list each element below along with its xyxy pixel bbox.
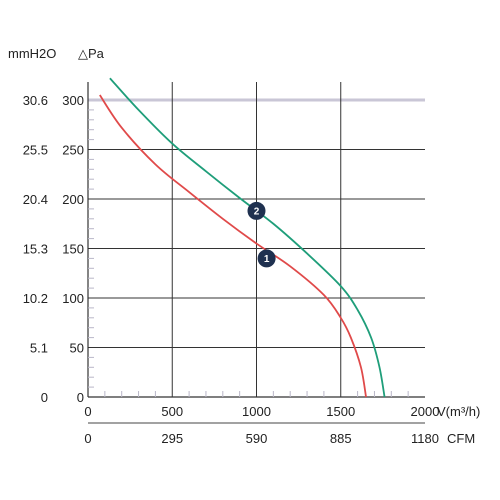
grid bbox=[87, 82, 425, 398]
y-tick-label-mmh2o: 0 bbox=[41, 390, 48, 405]
x-tick-label-cfm: 885 bbox=[330, 431, 352, 446]
x-tick-label-m3h: 1500 bbox=[326, 404, 355, 419]
y-tick-label-mmh2o: 25.5 bbox=[23, 143, 48, 158]
y-tick-label-mmh2o: 10.2 bbox=[23, 291, 48, 306]
x-tick-label-m3h: 2000 bbox=[411, 404, 440, 419]
series-1-marker bbox=[257, 249, 276, 268]
series-2-marker bbox=[247, 201, 266, 220]
series-markers: 12 bbox=[247, 201, 276, 268]
series-group bbox=[99, 77, 386, 398]
y-tick-label-pa: 150 bbox=[62, 242, 84, 257]
y-unit-pa: △Pa bbox=[78, 46, 105, 61]
x-tick-label-cfm: 0 bbox=[84, 431, 91, 446]
y-tick-label-pa: 0 bbox=[77, 390, 84, 405]
y-tick-label-mmh2o: 30.6 bbox=[23, 93, 48, 108]
series-2-label: 2 bbox=[254, 206, 260, 217]
y-tick-label-mmh2o: 15.3 bbox=[23, 242, 48, 257]
y-tick-label-mmh2o: 5.1 bbox=[30, 341, 48, 356]
minor-ticks bbox=[88, 109, 409, 397]
x-tick-label-m3h: 500 bbox=[161, 404, 183, 419]
x-tick-label-cfm: 295 bbox=[161, 431, 183, 446]
y-tick-label-pa: 200 bbox=[62, 192, 84, 207]
y-tick-label-pa: 50 bbox=[70, 341, 84, 356]
x-unit-m3h: V(m³/h) bbox=[437, 404, 480, 419]
x-tick-label-cfm: 1180 bbox=[411, 431, 439, 446]
x-unit-cfm: CFM bbox=[447, 431, 475, 446]
x-tick-label-cfm: 590 bbox=[246, 431, 268, 446]
x-tick-label-m3h: 0 bbox=[84, 404, 91, 419]
series-1-label: 1 bbox=[264, 254, 270, 265]
x-tick-label-m3h: 1000 bbox=[242, 404, 271, 419]
y-tick-label-pa: 300 bbox=[62, 93, 84, 108]
series-2-line bbox=[109, 77, 386, 398]
y-tick-label-pa: 100 bbox=[62, 291, 84, 306]
y-tick-label-pa: 250 bbox=[62, 143, 84, 158]
y-unit-mmh2o: mmH2O bbox=[8, 46, 56, 61]
series-1-line bbox=[99, 94, 367, 398]
y-tick-label-mmh2o: 20.4 bbox=[23, 192, 48, 207]
